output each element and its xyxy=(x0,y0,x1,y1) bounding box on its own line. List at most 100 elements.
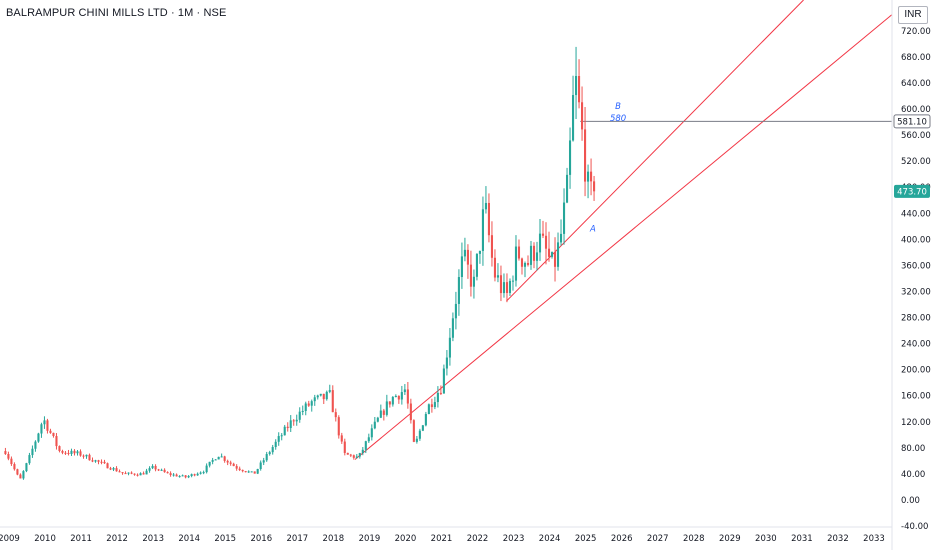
candle-body xyxy=(115,468,118,472)
y-tick-label: 400.00 xyxy=(901,235,931,245)
candle-body xyxy=(400,392,403,400)
candle-body xyxy=(433,402,436,408)
x-tick-label: 2014 xyxy=(178,534,200,544)
candle-body xyxy=(361,449,364,454)
candle-body xyxy=(343,441,346,453)
candle-body xyxy=(214,459,217,461)
x-tick-label: 2020 xyxy=(395,534,417,544)
x-tick-label: 2017 xyxy=(287,534,309,544)
candle-body xyxy=(268,452,271,455)
candle-body xyxy=(457,277,460,304)
candle-body xyxy=(73,450,76,454)
candle-body xyxy=(532,245,536,261)
candle-body xyxy=(19,474,22,479)
candle-body xyxy=(130,472,133,474)
candle-body xyxy=(556,242,560,267)
candle-body xyxy=(79,451,82,456)
candle-body xyxy=(187,475,190,478)
x-tick-label: 2011 xyxy=(70,534,92,544)
candle-body xyxy=(250,471,253,473)
candle-body xyxy=(31,448,34,456)
candle-body xyxy=(172,474,175,476)
price-labels: 581.10 473.70 xyxy=(893,114,931,198)
candle-body xyxy=(590,171,593,182)
candle-body xyxy=(166,472,169,474)
x-tick-label: 2027 xyxy=(647,534,669,544)
annotation-label: A xyxy=(589,225,596,235)
candle-body xyxy=(34,441,37,449)
candle-body xyxy=(148,468,151,471)
x-tick-label: 2021 xyxy=(431,534,453,544)
candle-body xyxy=(493,257,497,278)
candle-body xyxy=(394,395,397,398)
x-tick-label: 2012 xyxy=(106,534,128,544)
candle-body xyxy=(307,403,310,406)
x-tick-label: 2028 xyxy=(683,534,705,544)
candle-body xyxy=(358,453,361,457)
candle-body xyxy=(223,456,226,461)
x-tick-label: 2022 xyxy=(467,534,489,544)
candle-body xyxy=(103,461,106,464)
x-tick-label: 2016 xyxy=(250,534,272,544)
candle-body xyxy=(154,465,157,470)
candle-body xyxy=(244,471,247,473)
candle-body xyxy=(283,426,286,436)
candle-body xyxy=(517,246,521,259)
candle-body xyxy=(127,472,130,474)
candle-body xyxy=(160,469,163,471)
candle-body xyxy=(13,464,16,470)
y-tick-label: 240.00 xyxy=(901,340,931,350)
candle-body xyxy=(94,460,97,462)
candle-body xyxy=(208,461,211,466)
candle-body xyxy=(331,390,334,413)
candle-body xyxy=(82,455,85,457)
candle-body xyxy=(22,471,25,479)
candle-body xyxy=(334,412,337,418)
candle-body xyxy=(163,469,166,473)
candle-body xyxy=(322,393,325,400)
candle-body xyxy=(193,474,196,476)
candle-body xyxy=(319,393,322,396)
candle-body xyxy=(265,454,268,461)
candle-body xyxy=(136,474,139,476)
candle-body xyxy=(529,245,533,265)
candle-body xyxy=(304,403,307,411)
candle-body xyxy=(175,474,178,477)
candle-body xyxy=(316,395,319,398)
candle-body xyxy=(508,280,512,293)
candle-body xyxy=(16,469,19,475)
candle-body xyxy=(472,276,475,287)
candle-body xyxy=(574,75,578,96)
candle-body xyxy=(301,410,304,412)
candle-body xyxy=(427,404,430,414)
candle-body xyxy=(466,249,469,265)
candle-body xyxy=(499,275,503,294)
currency-button[interactable]: INR xyxy=(898,6,928,24)
candle-body xyxy=(565,174,569,203)
y-tick-label: -40.00 xyxy=(901,522,928,532)
x-tick-label: 2024 xyxy=(539,534,561,544)
y-tick-label: 320.00 xyxy=(901,287,931,297)
candle-body xyxy=(271,447,274,453)
candle-body xyxy=(235,466,238,469)
candle-body xyxy=(196,473,199,476)
annotations: B 580 A xyxy=(589,102,626,234)
candle-body xyxy=(547,248,551,257)
candle-body xyxy=(349,454,352,456)
candle-body xyxy=(445,357,448,369)
candle-body xyxy=(76,451,79,454)
candle-body xyxy=(475,253,478,277)
x-tick-label: 2030 xyxy=(755,534,777,544)
candle-body xyxy=(346,452,349,455)
candle-body xyxy=(43,420,46,425)
candle-body xyxy=(418,430,421,439)
candle-body xyxy=(109,468,112,470)
candle-body xyxy=(388,401,391,405)
candle-body xyxy=(256,468,259,474)
candle-body xyxy=(562,202,566,234)
x-tick-label: 2029 xyxy=(719,534,741,544)
candle-body xyxy=(295,419,298,422)
candle-body xyxy=(451,318,454,338)
y-tick-label: 80.00 xyxy=(901,444,925,454)
